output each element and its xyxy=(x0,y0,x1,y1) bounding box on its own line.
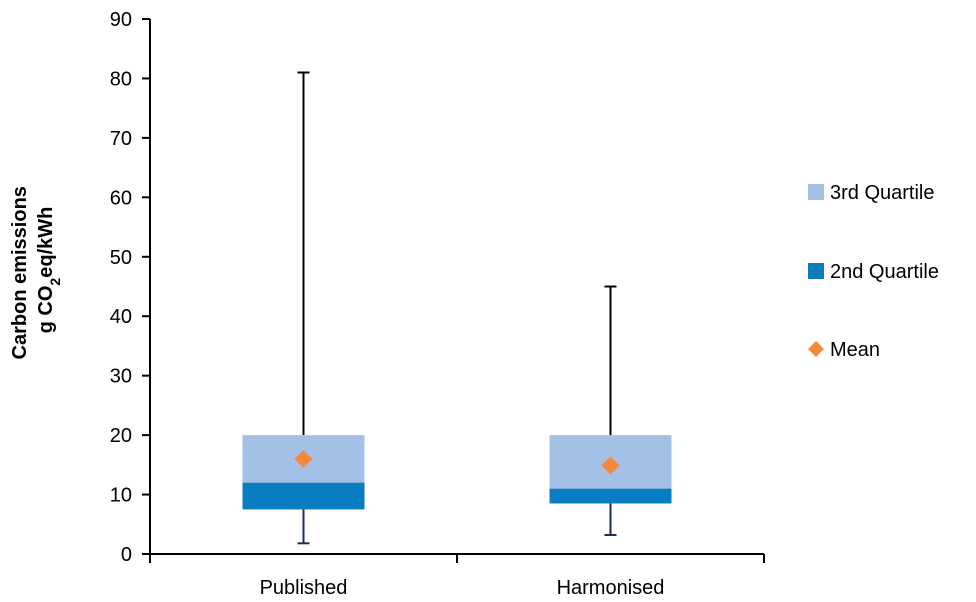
legend-item: Mean xyxy=(808,339,880,361)
legend-swatch xyxy=(808,263,824,279)
y-tick-label: 10 xyxy=(110,485,132,507)
y-tick-label: 80 xyxy=(110,68,132,90)
legend-item: 2nd Quartile xyxy=(808,261,939,283)
second-quartile-box xyxy=(549,488,672,504)
x-category-label: Published xyxy=(260,577,348,599)
box-series xyxy=(242,71,672,545)
y-tick-label: 40 xyxy=(110,306,132,328)
y-tick-label: 20 xyxy=(110,425,132,447)
mean-marker xyxy=(601,456,620,475)
legend-item: 3rd Quartile xyxy=(808,182,935,204)
legend-label: 3rd Quartile xyxy=(830,182,935,204)
legend-swatch xyxy=(808,184,824,200)
legend-swatch-diamond xyxy=(808,341,824,357)
y-axis-title: Carbon emissions g CO2eq/kWh xyxy=(9,181,63,360)
y-tick-label: 60 xyxy=(110,187,132,209)
y-tick-label: 0 xyxy=(121,544,132,566)
legend-label: Mean xyxy=(830,339,880,361)
y-tick-label: 30 xyxy=(110,366,132,388)
y-tick-label: 50 xyxy=(110,247,132,269)
y-tick-label: 70 xyxy=(110,128,132,150)
y-axis: 0 10 20 30 40 50 60 70 80 90 xyxy=(110,9,151,566)
y-axis-title-line2: g CO2eq/kWh xyxy=(35,207,63,334)
second-quartile-box xyxy=(242,482,365,510)
y-tick-label: 90 xyxy=(110,9,132,31)
x-axis: Published Harmonised xyxy=(149,553,765,599)
mean-marker xyxy=(294,449,313,468)
x-category-label: Harmonised xyxy=(557,577,665,599)
legend: 3rd Quartile 2nd Quartile Mean xyxy=(808,182,939,361)
box-harmonised xyxy=(549,285,672,536)
y-axis-title-line1: Carbon emissions xyxy=(9,186,31,359)
legend-label: 2nd Quartile xyxy=(830,261,939,283)
box-published xyxy=(242,71,365,545)
